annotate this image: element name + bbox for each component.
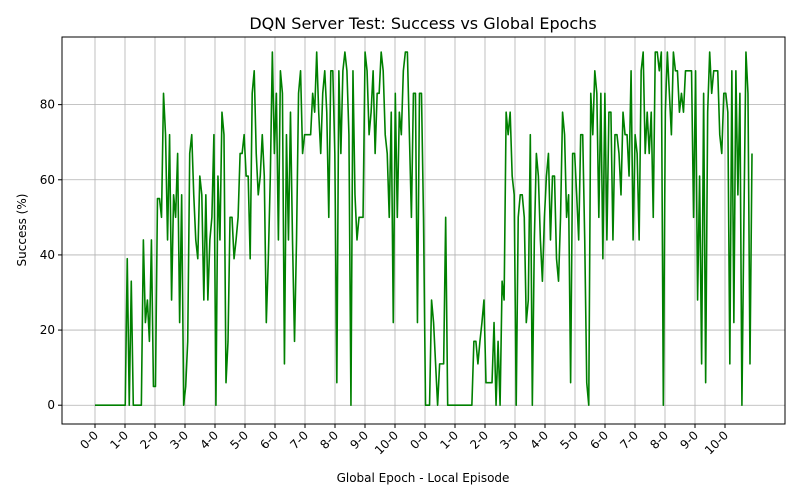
x-tick-label: 4-0 bbox=[527, 428, 551, 452]
x-tick-label: 7-0 bbox=[617, 428, 641, 452]
x-tick-label: 10-0 bbox=[372, 428, 401, 457]
x-tick-label: 10-0 bbox=[702, 428, 731, 457]
series-group bbox=[95, 51, 753, 407]
x-axis-label: Global Epoch - Local Episode bbox=[337, 471, 510, 485]
x-axis-ticks: 0-0 1-0 2-0 3-0 4-0 5-0 6-0 7-0 8-0 9-0 10-0 0-0 1-0… bbox=[77, 424, 731, 457]
x-tick-label: 1-0 bbox=[437, 428, 461, 452]
success-series-line bbox=[95, 51, 753, 407]
x-tick-label: 7-0 bbox=[287, 428, 311, 452]
chart-title: DQN Server Test: Success vs Global Epoch… bbox=[249, 14, 596, 33]
x-tick-label: 1-0 bbox=[107, 428, 131, 452]
x-tick-label: 2-0 bbox=[137, 428, 161, 452]
y-axis-ticks: 0 20 40 60 80 bbox=[40, 98, 62, 412]
x-tick-label: 4-0 bbox=[197, 428, 221, 452]
x-tick-label: 0-0 bbox=[407, 428, 431, 452]
plot-area-frame bbox=[61, 36, 786, 425]
x-tick-label: 3-0 bbox=[497, 428, 521, 452]
x-tick-label: 9-0 bbox=[677, 428, 701, 452]
y-tick-label: 40 bbox=[40, 248, 55, 262]
x-tick-label: 9-0 bbox=[347, 428, 371, 452]
y-axis-label: Success (%) bbox=[15, 194, 29, 267]
x-tick-label: 5-0 bbox=[557, 428, 581, 452]
x-tick-label: 5-0 bbox=[227, 428, 251, 452]
x-tick-label: 6-0 bbox=[257, 428, 281, 452]
x-tick-label: 3-0 bbox=[167, 428, 191, 452]
y-tick-label: 20 bbox=[40, 323, 55, 337]
y-tick-label: 80 bbox=[40, 98, 55, 112]
x-tick-label: 0-0 bbox=[77, 428, 101, 452]
y-tick-label: 60 bbox=[40, 173, 55, 187]
x-tick-label: 6-0 bbox=[587, 428, 611, 452]
x-tick-label: 8-0 bbox=[647, 428, 671, 452]
y-tick-label: 0 bbox=[47, 398, 55, 412]
x-tick-label: 8-0 bbox=[317, 428, 341, 452]
x-tick-label: 2-0 bbox=[467, 428, 491, 452]
